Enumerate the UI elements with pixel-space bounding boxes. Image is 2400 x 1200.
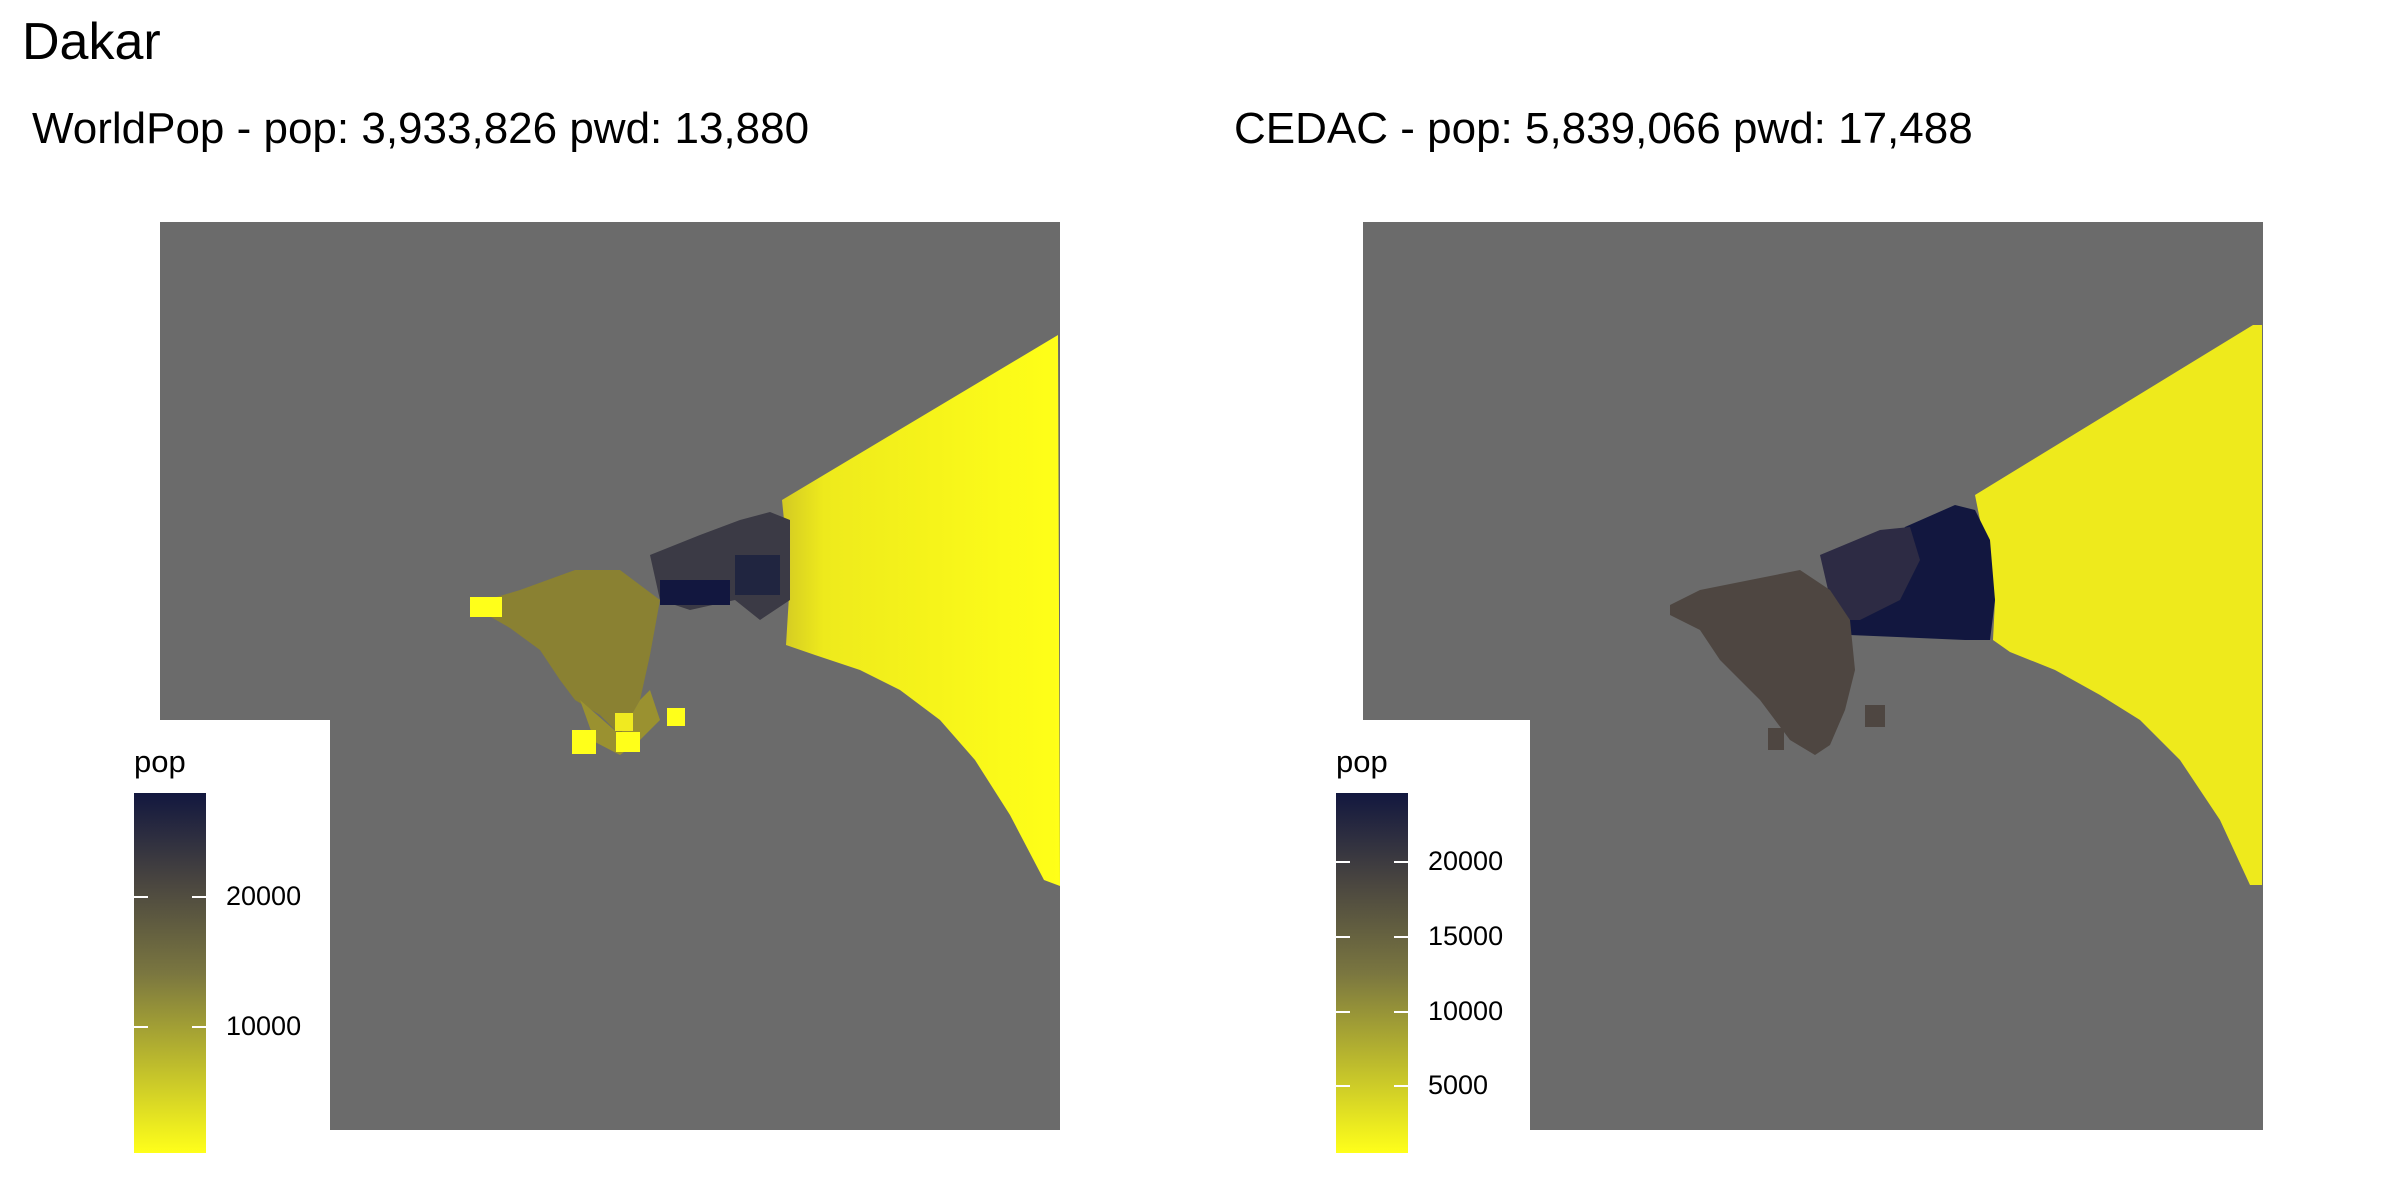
worldpop-island-6: [470, 597, 502, 617]
worldpop-island-3: [572, 732, 596, 752]
worldpop-panel-title: WorldPop - pop: 3,933,826 pwd: 13,880: [32, 104, 810, 153]
worldpop-dense-block: [735, 555, 780, 595]
worldpop-map: [130, 222, 1060, 1160]
worldpop-island-4: [616, 732, 640, 752]
worldpop-legend-title: pop: [134, 744, 186, 779]
cedac-peninsula-region: [1670, 570, 1855, 755]
worldpop-colorbar: [134, 793, 206, 1153]
cedac-map: [1330, 222, 2263, 1160]
worldpop-island-2: [667, 708, 685, 726]
worldpop-cone-region: [782, 335, 1060, 886]
worldpop-island-5: [615, 713, 633, 731]
cedac-bridge-region: [1820, 527, 1920, 620]
worldpop-dense-core: [660, 580, 730, 605]
figure-title: Dakar: [22, 13, 161, 71]
worldpop-peninsula-region: [470, 570, 660, 735]
cedac-legend-tick-15000: 15000: [1428, 921, 1504, 951]
cedac-panel-title: CEDAC - pop: 5,839,066 pwd: 17,488: [1234, 104, 1973, 153]
cedac-colorbar: [1336, 793, 1408, 1153]
cedac-island-2: [1768, 728, 1784, 750]
worldpop-legend-tick-20000: 20000: [226, 881, 302, 911]
worldpop-legend-tick-10000: 10000: [226, 1011, 302, 1041]
cedac-legend-tick-20000: 20000: [1428, 846, 1504, 876]
cedac-legend-tick-10000: 10000: [1428, 996, 1504, 1026]
cedac-legend-title: pop: [1336, 744, 1388, 779]
cedac-legend-tick-5000: 5000: [1428, 1070, 1489, 1100]
cedac-cone-region: [1975, 325, 2262, 885]
cedac-island-1: [1865, 705, 1885, 727]
